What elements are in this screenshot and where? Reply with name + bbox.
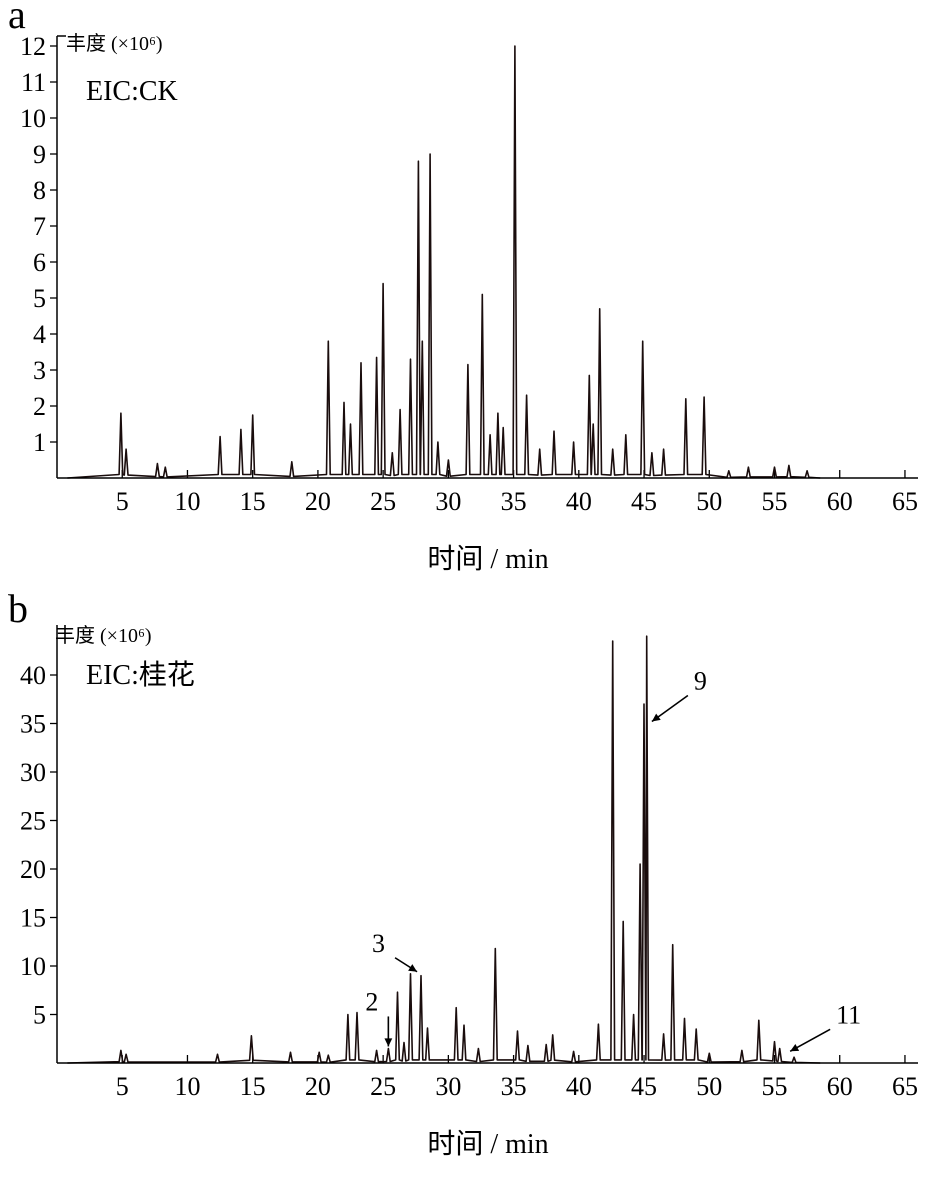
x-tick-label: 60 [827,1072,853,1101]
y-tick-label: 3 [33,356,46,385]
peak-label: 2 [365,987,378,1016]
x-tick-label: 25 [370,1072,396,1101]
panel-b-x-axis-title: 时间 / min [427,1128,548,1160]
x-tick-label: 65 [892,487,918,516]
x-tick-label: 50 [696,1072,722,1101]
x-tick-label: 25 [370,487,396,516]
x-tick-label: 50 [696,487,722,516]
x-tick-label: 45 [631,1072,657,1101]
peak-label: 9 [694,667,707,696]
y-tick-label: 20 [20,855,46,884]
x-tick-label: 55 [762,487,788,516]
panel-a-x-axis-title: 时间 / min [427,543,548,575]
x-tick-label: 35 [501,1072,527,1101]
x-tick-label: 10 [174,487,200,516]
x-tick-label: 30 [435,487,461,516]
x-tick-label: 10 [174,1072,200,1101]
panel-a: a 丰度 (×10⁶) EIC:CK 时间 / min 123456789101… [8,0,918,575]
y-tick-label: 25 [20,807,46,836]
x-tick-label: 35 [501,487,527,516]
y-tick-label: 11 [21,68,46,97]
peak-arrow-head [790,1043,800,1052]
x-tick-label: 55 [762,1072,788,1101]
peak-arrow-head [384,1038,393,1047]
x-tick-label: 5 [116,487,129,516]
y-tick-label: 2 [33,392,46,421]
panel-b-letter: b [8,586,28,631]
y-tick-label: 9 [33,140,46,169]
peak-arrow-head [651,713,661,722]
panel-b-x-ticks: 5 10 15 20 25 30 35 40 45 50 55 60 65 [116,1055,918,1101]
panel-a-series-line [67,45,821,479]
y-tick-label: 5 [33,1001,46,1030]
y-tick-label: 12 [20,32,46,61]
x-tick-label: 20 [305,1072,331,1101]
x-tick-label: 45 [631,487,657,516]
y-tick-label: 10 [20,104,46,133]
panel-a-eic-label: EIC:CK [86,76,178,107]
panel-b: b 丰度 (×10⁶) EIC:桂花 时间 / min 510152025303… [8,586,918,1160]
x-tick-label: 5 [116,1072,129,1101]
panel-b-y-ticks: 5 10 15 20 25 30 35 40 [20,661,57,1030]
y-tick-label: 8 [33,176,46,205]
peak-label: 3 [372,929,385,958]
panel-b-series-line [67,635,821,1064]
x-tick-label: 30 [435,1072,461,1101]
y-tick-label: 10 [20,952,46,981]
panel-b-y-axis-label: 丰度 (×10⁶) [55,624,152,647]
x-tick-label: 15 [240,487,266,516]
x-tick-label: 40 [566,1072,592,1101]
y-tick-label: 40 [20,661,46,690]
x-tick-label: 15 [240,1072,266,1101]
panel-a-x-ticks: 5 10 15 20 25 30 35 40 45 50 55 60 65 [116,470,918,516]
y-tick-label: 4 [33,320,46,349]
x-tick-label: 60 [827,487,853,516]
y-tick-label: 1 [33,428,46,457]
y-tick-label: 15 [20,904,46,933]
y-tick-label: 6 [33,248,46,277]
y-tick-label: 7 [33,212,46,241]
y-tick-label: 5 [33,284,46,313]
x-tick-label: 20 [305,487,331,516]
y-tick-label: 35 [20,710,46,739]
panel-a-letter: a [8,0,26,37]
panel-a-y-axis-label: 丰度 (×10⁶) [66,32,163,55]
x-tick-label: 40 [566,487,592,516]
panel-b-eic-label: EIC:桂花 [86,659,195,691]
peak-label: 11 [836,1000,861,1029]
panel-b-peak-labels: 2 3 9 11 [365,667,861,1053]
y-tick-label: 30 [20,758,46,787]
x-tick-label: 65 [892,1072,918,1101]
peak-arrow-head [408,964,418,972]
